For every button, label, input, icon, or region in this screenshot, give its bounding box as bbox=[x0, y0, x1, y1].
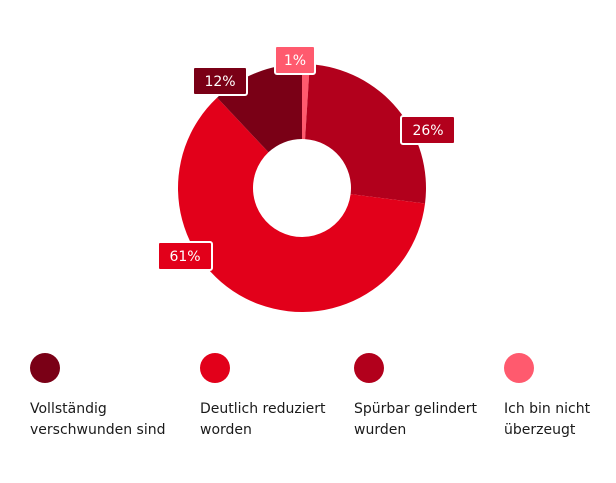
legend-label: Spürbar gelindert wurden bbox=[354, 401, 477, 438]
legend: Vollständig verschwunden sind Deutlich r… bbox=[0, 353, 616, 473]
data-label-box bbox=[192, 66, 248, 96]
legend-swatch bbox=[200, 353, 230, 383]
data-label: 1% bbox=[274, 45, 316, 75]
donut-slice bbox=[302, 64, 310, 140]
data-label-text: 12% bbox=[204, 74, 235, 90]
legend-item-deutlich: Deutlich reduziert worden bbox=[200, 353, 350, 441]
data-label-box bbox=[274, 45, 316, 75]
data-label-text: 1% bbox=[284, 53, 306, 69]
legend-label: Vollständig verschwunden sind bbox=[30, 401, 166, 438]
donut-slice bbox=[177, 97, 426, 313]
legend-swatch bbox=[504, 353, 534, 383]
donut-slice bbox=[305, 64, 426, 204]
legend-item-vollstaendig: Vollständig verschwunden sind bbox=[30, 353, 180, 441]
legend-label: Deutlich reduziert worden bbox=[200, 401, 326, 438]
legend-label: Ich bin nicht überzeugt bbox=[504, 401, 591, 438]
data-label-text: 26% bbox=[412, 123, 443, 139]
data-label-box bbox=[157, 241, 213, 271]
data-label: 61% bbox=[157, 241, 213, 271]
legend-item-ueberzeugt: Ich bin nicht überzeugt bbox=[504, 353, 616, 441]
legend-swatch bbox=[30, 353, 60, 383]
donut-chart: 1% 26% 61% 12% bbox=[157, 45, 456, 313]
data-label: 12% bbox=[192, 66, 248, 96]
data-label-text: 61% bbox=[169, 249, 200, 265]
legend-item-spuerbar: Spürbar gelindert wurden bbox=[354, 353, 504, 441]
data-label-box bbox=[400, 115, 456, 145]
legend-swatch bbox=[354, 353, 384, 383]
data-label: 26% bbox=[400, 115, 456, 145]
